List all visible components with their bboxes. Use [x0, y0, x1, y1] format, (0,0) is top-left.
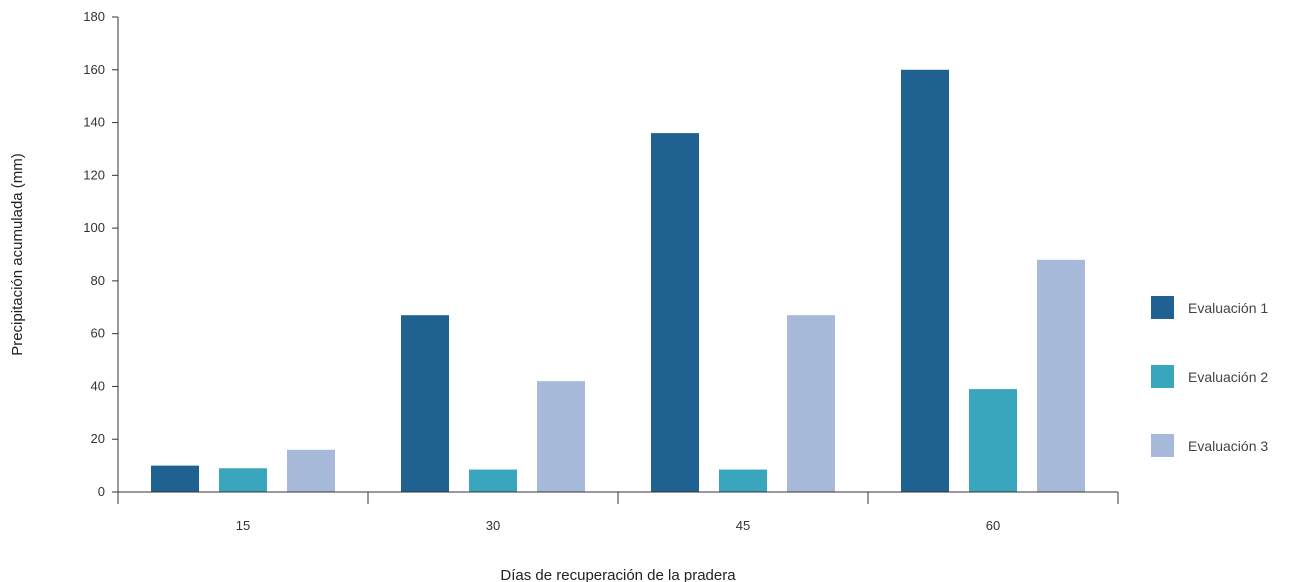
y-tick-label: 20	[91, 431, 105, 446]
y-tick-label: 160	[83, 62, 105, 77]
x-tick-label: 45	[736, 518, 750, 533]
x-ticks-group: 15 30 45 60	[117, 492, 1119, 533]
bars-group	[151, 69, 1085, 493]
bar-45-series-2	[719, 469, 767, 492]
bar-30-series-1	[401, 315, 449, 492]
x-tick-label: 30	[486, 518, 500, 533]
x-axis-title: Días de recuperación de la pradera	[500, 567, 736, 582]
y-tick-label: 80	[91, 273, 105, 288]
x-tick-label: 15	[236, 518, 250, 533]
y-tick-label: 60	[91, 326, 105, 341]
y-tick-label: 140	[83, 115, 105, 130]
y-tick-label: 100	[83, 220, 105, 235]
legend-label: Evaluación 1	[1188, 300, 1268, 316]
x-tick-label: 60	[986, 518, 1000, 533]
y-tick-label: 180	[83, 9, 105, 24]
bar-60-series-2	[969, 389, 1017, 492]
bar-15-series-3	[287, 449, 335, 492]
y-tick-label: 0	[98, 484, 105, 499]
legend: Evaluación 1 Evaluación 2 Evaluación 3	[1151, 296, 1268, 457]
axes-group	[117, 17, 1118, 493]
bar-60-series-3	[1037, 259, 1085, 492]
y-axis-title: Precipitación acumulada (mm)	[9, 153, 26, 356]
legend-label: Evaluación 2	[1188, 369, 1268, 385]
bar-15-series-1	[151, 465, 199, 492]
bar-60-series-1	[901, 69, 949, 493]
legend-label: Evaluación 3	[1188, 438, 1268, 454]
bar-30-series-2	[469, 469, 517, 492]
bar-30-series-3	[537, 381, 585, 492]
y-tick-label: 120	[83, 167, 105, 182]
bar-15-series-2	[219, 468, 267, 492]
legend-swatch	[1151, 434, 1174, 457]
legend-swatch	[1151, 296, 1174, 319]
bar-45-series-3	[787, 315, 835, 492]
y-tick-label: 40	[91, 378, 105, 393]
legend-swatch	[1151, 365, 1174, 388]
bar-45-series-1	[651, 133, 699, 492]
y-ticks-group: 0 20 40 60 80 100 120 140 160 180	[83, 9, 118, 499]
